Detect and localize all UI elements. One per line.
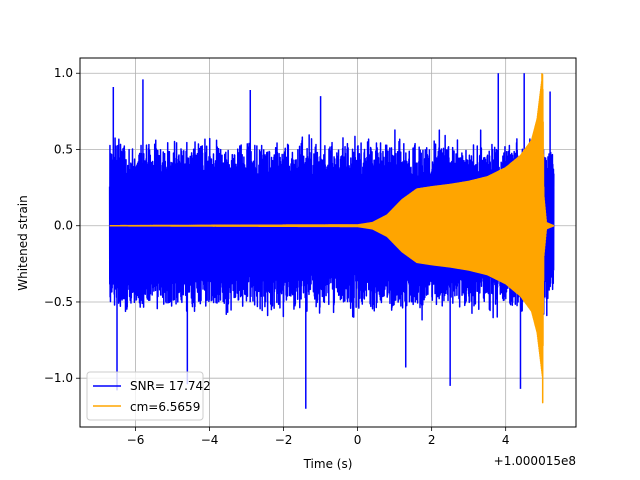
x-tick-label: −6: [127, 433, 145, 447]
legend-label-snr: SNR= 17.742: [130, 379, 211, 393]
legend-label-cm: cm=6.5659: [130, 400, 200, 414]
x-axis-label: Time (s): [303, 457, 353, 471]
series-layer: [108, 73, 555, 409]
x-tick-label: −4: [201, 433, 219, 447]
x-offset-label: +1.000015e8: [494, 454, 576, 468]
y-tick-label: −1.0: [44, 371, 73, 385]
series-cm-line: [109, 73, 555, 404]
y-axis: −1.0 −0.5 0.0 0.5 1.0: [44, 66, 80, 385]
x-tick-label: 0: [354, 433, 362, 447]
y-tick-label: 0.0: [54, 219, 73, 233]
legend-box: [86, 371, 204, 421]
plot-frame: [79, 57, 577, 428]
x-axis: −6 −4 −2 0 2 4: [127, 427, 510, 447]
legend: SNR= 17.742 cm=6.5659: [86, 371, 211, 421]
y-tick-label: 1.0: [54, 66, 73, 80]
y-tick-label: 0.5: [54, 142, 73, 156]
x-tick-label: 4: [502, 433, 510, 447]
x-tick-label: −2: [275, 433, 293, 447]
y-axis-label: Whitened strain: [16, 195, 30, 291]
x-tick-label: 2: [428, 433, 436, 447]
y-tick-label: −0.5: [44, 295, 73, 309]
